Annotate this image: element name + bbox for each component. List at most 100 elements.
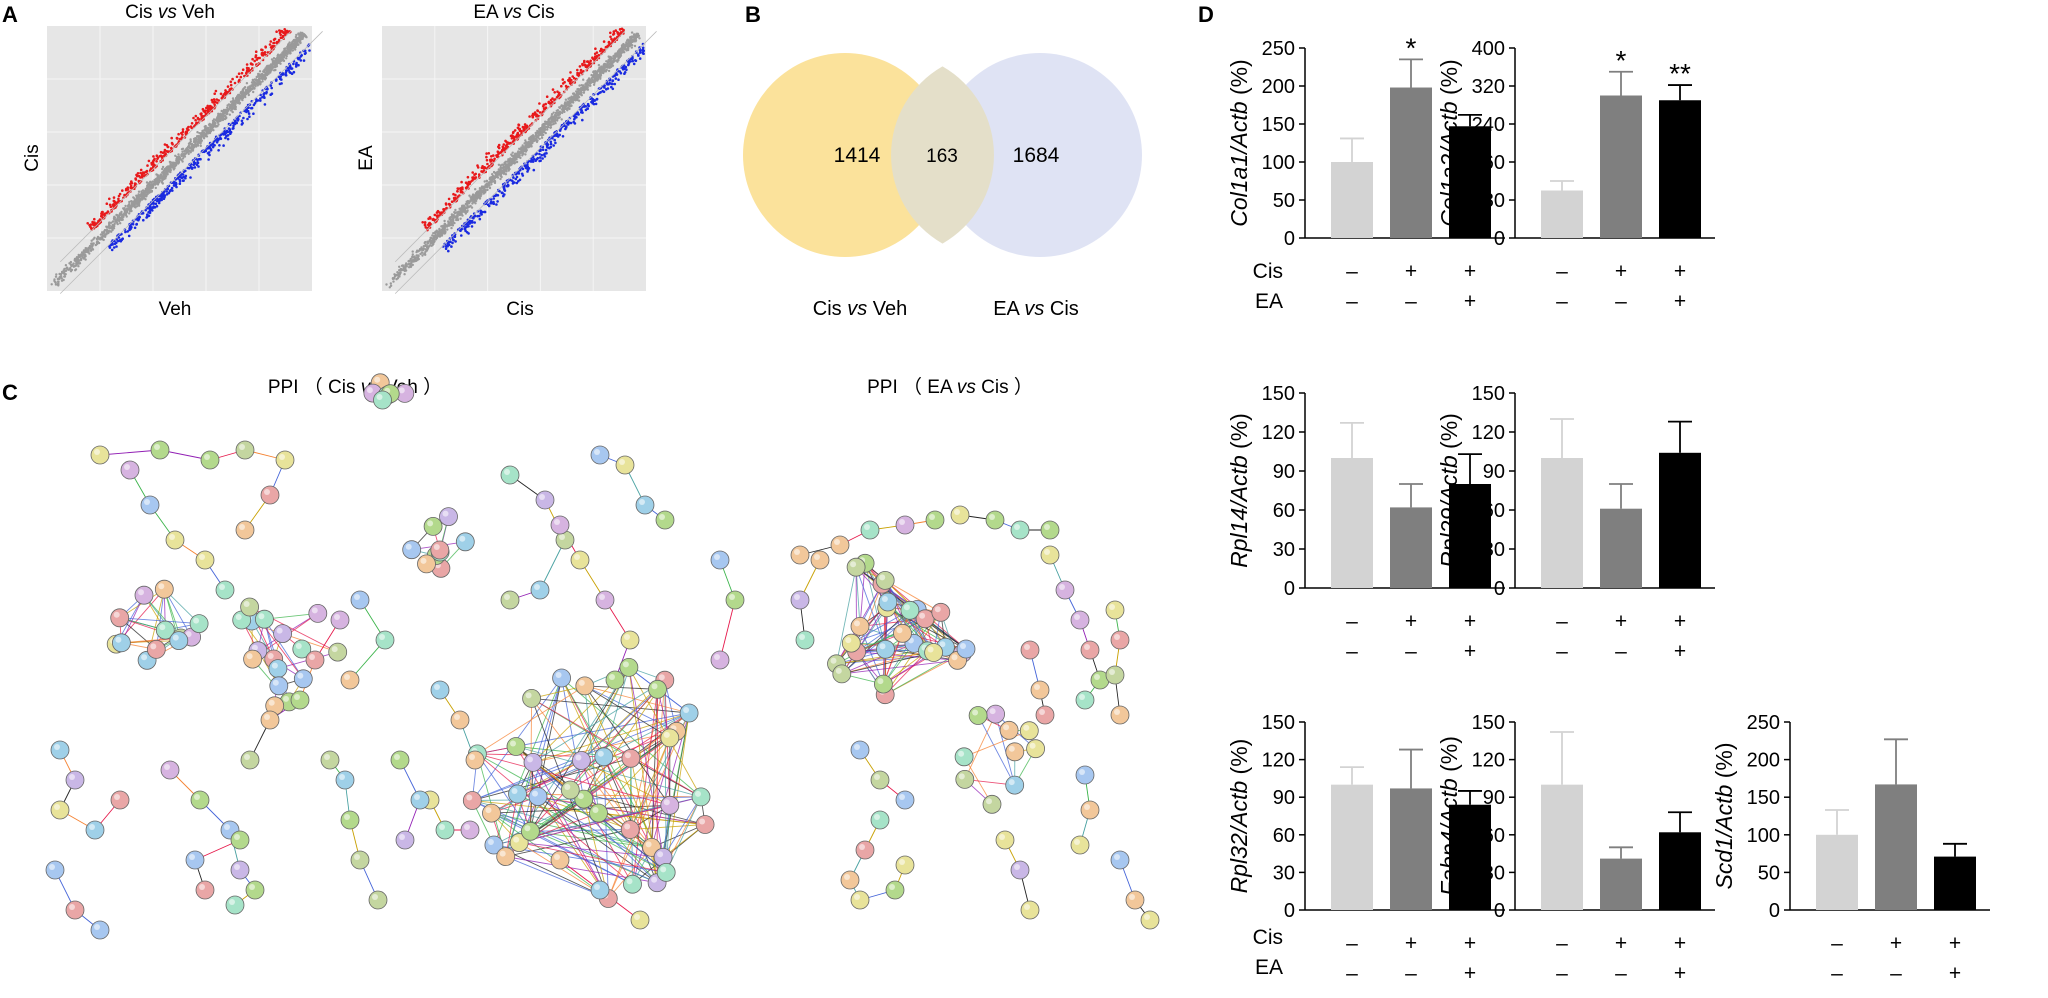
- scatter-point: [213, 120, 216, 124]
- scatter-point: [479, 209, 483, 213]
- scatter-point: [228, 87, 232, 91]
- scatter-point: [189, 125, 193, 128]
- scatter1-title: Cis vs Veh: [125, 2, 215, 23]
- scatter-point: [299, 55, 303, 58]
- scatter-point: [126, 186, 130, 189]
- scatter-point: [577, 96, 581, 99]
- scatter-point: [157, 180, 160, 184]
- scatter-point: [583, 61, 586, 64]
- scatter-point: [145, 181, 149, 184]
- scatter-point: [91, 248, 95, 251]
- scatter-point: [250, 62, 253, 66]
- scatter-point: [57, 283, 60, 286]
- scatter-point: [122, 207, 125, 210]
- scatter-point: [554, 141, 557, 145]
- scatter-point: [515, 155, 518, 158]
- scatter-point: [447, 249, 450, 253]
- scatter-point: [216, 116, 219, 120]
- scatter-point: [555, 112, 558, 115]
- scatter-point: [154, 202, 158, 206]
- scatter-point: [538, 111, 542, 114]
- scatter-point: [460, 234, 463, 237]
- scatter-point: [469, 180, 472, 184]
- scatter-point: [391, 277, 395, 281]
- scatter-point: [516, 131, 520, 135]
- scatter-point: [496, 194, 500, 197]
- scatter-point: [107, 224, 111, 228]
- scatter-point: [69, 266, 72, 270]
- scatter-point: [631, 56, 634, 60]
- scatter-point: [569, 99, 572, 103]
- scatter-point: [156, 156, 160, 160]
- scatter-point: [509, 161, 512, 164]
- scatter-point: [399, 267, 402, 271]
- scatter-point: [80, 251, 84, 254]
- scatter-point: [140, 174, 144, 177]
- scatter-point: [297, 37, 300, 40]
- scatter-point: [478, 217, 482, 221]
- scatter-point: [613, 74, 616, 78]
- scatter-point: [464, 181, 468, 184]
- scatter-point: [435, 229, 438, 232]
- scatter-point: [456, 215, 459, 218]
- scatter-point: [404, 263, 407, 267]
- scatter-point: [137, 190, 141, 193]
- scatter-point: [283, 47, 286, 51]
- scatter-point: [560, 118, 563, 121]
- scatter-point: [145, 191, 148, 194]
- scatter-point: [154, 186, 157, 190]
- scatter-point: [111, 243, 114, 246]
- scatter-point: [279, 75, 283, 78]
- scatter-point: [194, 118, 197, 122]
- scatter-point: [525, 143, 528, 147]
- scatter-point: [70, 268, 74, 272]
- scatter-point: [115, 213, 118, 217]
- scatter-point: [638, 57, 642, 60]
- scatter-point: [504, 147, 507, 150]
- scatter-point: [191, 146, 194, 149]
- scatter-point: [128, 228, 131, 232]
- scatter-point: [274, 60, 277, 63]
- scatter-point: [281, 72, 285, 75]
- scatter-point: [168, 189, 172, 193]
- scatter-point: [88, 252, 91, 255]
- scatter-point: [612, 30, 616, 33]
- scatter-point: [452, 216, 456, 219]
- scatter-point: [409, 263, 412, 266]
- scatter-point: [207, 106, 210, 110]
- scatter-point: [232, 124, 235, 128]
- scatter-point: [187, 144, 191, 147]
- scatter-point: [525, 147, 528, 150]
- scatter-point: [177, 132, 180, 136]
- scatter-point: [605, 63, 608, 66]
- scatter-point: [600, 70, 603, 74]
- scatter-point: [241, 68, 245, 71]
- scatter-point: [528, 143, 532, 146]
- scatter-point: [225, 129, 229, 133]
- scatter-point: [215, 124, 218, 128]
- scatter-point: [597, 63, 601, 67]
- scatter-point: [147, 185, 150, 188]
- scatter-point: [237, 117, 240, 121]
- scatter-point: [199, 144, 202, 148]
- scatter-point: [470, 206, 474, 209]
- scatter-point: [536, 129, 539, 133]
- scatter-point: [429, 236, 433, 239]
- scatter-point: [465, 202, 468, 205]
- scatter-point: [130, 200, 133, 203]
- scatter-point: [90, 242, 93, 245]
- scatter-point: [231, 77, 234, 81]
- scatter-point: [264, 92, 268, 95]
- scatter-point: [521, 154, 524, 157]
- scatter-point: [563, 102, 566, 106]
- scatter-point: [165, 193, 169, 196]
- scatter-point: [256, 56, 260, 60]
- scatter-point: [229, 83, 233, 87]
- scatter-point: [261, 80, 264, 83]
- scatter-point: [196, 158, 199, 161]
- scatter-point: [141, 171, 145, 174]
- scatter-point: [155, 160, 158, 163]
- scatter-point: [276, 54, 279, 58]
- scatter-point: [113, 215, 116, 218]
- scatter-point: [444, 247, 448, 250]
